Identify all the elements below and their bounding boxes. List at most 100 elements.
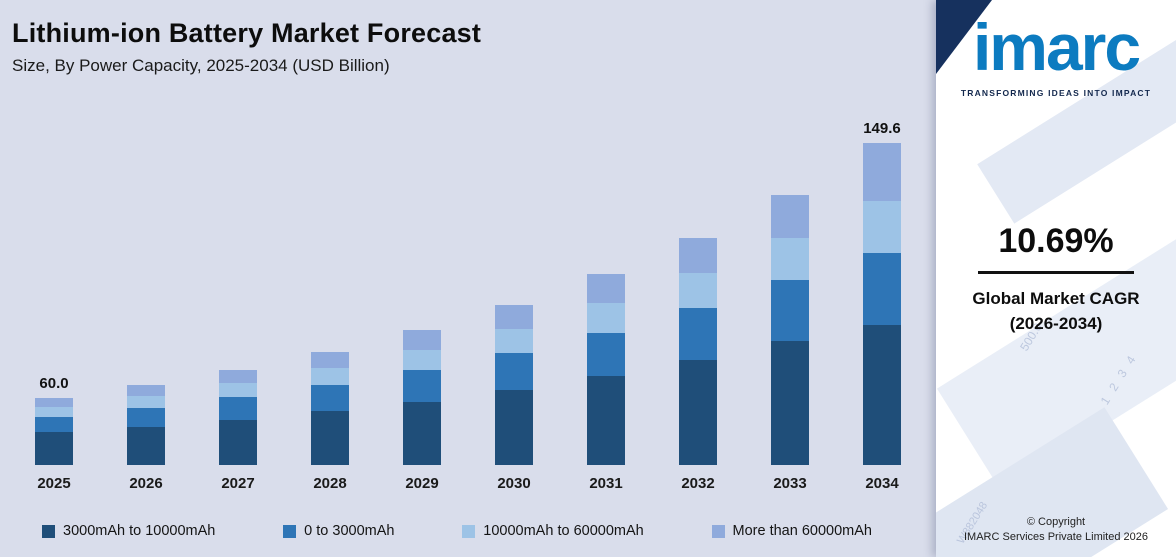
bar-segment <box>587 332 625 377</box>
bar-segment <box>771 194 809 239</box>
bar-segment <box>403 349 441 371</box>
bar-segment <box>679 273 717 309</box>
bar-column: 2026 <box>100 100 192 495</box>
bar-column: 2028 <box>284 100 376 495</box>
bar-segment <box>863 201 901 253</box>
bar-value-label: 60.0 <box>39 375 69 392</box>
background-watermark-text: 1 2 3 4 <box>1097 350 1141 408</box>
cagr-label-line2: (2026-2034) <box>1009 314 1103 333</box>
page-title: Lithium-ion Battery Market Forecast <box>12 18 482 48</box>
bar-segment <box>771 279 809 341</box>
bar-segment <box>863 325 901 465</box>
bar-segment <box>403 401 441 465</box>
legend-item: 10000mAh to 60000mAh <box>462 523 644 539</box>
bar-segment <box>679 359 717 465</box>
x-axis-label: 2030 <box>497 475 531 492</box>
bar-segment <box>219 419 257 465</box>
bar-segment <box>863 142 901 201</box>
bar-column: 2032 <box>652 100 744 495</box>
bar-segment <box>495 304 533 329</box>
bar-column: 149.6 2034 <box>836 100 928 495</box>
x-axis-label: 2029 <box>405 475 439 492</box>
copyright-line1: © Copyright <box>1026 516 1086 528</box>
stacked-bar <box>219 370 257 465</box>
legend-label: 3000mAh to 10000mAh <box>63 523 216 539</box>
x-axis-label: 2033 <box>773 475 807 492</box>
chart-header: Lithium-ion Battery Market Forecast Size… <box>0 0 936 76</box>
x-axis-label: 2026 <box>129 475 163 492</box>
copyright-notice: © Copyright IMARC Services Private Limit… <box>936 515 1176 545</box>
bar-segment <box>35 398 73 407</box>
stacked-bar <box>35 398 73 465</box>
bar-segment <box>311 385 349 412</box>
x-axis-label: 2027 <box>221 475 255 492</box>
bar-segment <box>127 426 165 465</box>
copyright-line2: IMARC Services Private Limited 2026 <box>963 531 1148 543</box>
bar-column: 2027 <box>192 100 284 495</box>
bar-segment <box>403 370 441 402</box>
bar-column: 60.0 2025 <box>8 100 100 495</box>
bar-segment <box>35 432 73 465</box>
cagr-value: 10.69% <box>998 222 1114 260</box>
bar-segment <box>219 383 257 398</box>
bar-segment <box>219 370 257 384</box>
imarc-tagline: TRANSFORMING IDEAS INTO IMPACT <box>960 88 1152 98</box>
x-axis-label: 2034 <box>865 475 899 492</box>
stacked-bar <box>495 304 533 465</box>
chart-panel: Lithium-ion Battery Market Forecast Size… <box>0 0 936 539</box>
bar-column: 2033 <box>744 100 836 495</box>
legend-label: More than 60000mAh <box>732 523 872 539</box>
legend: 3000mAh to 10000mAh 0 to 3000mAh 10000mAh … <box>42 523 872 539</box>
bar-segment <box>311 351 349 368</box>
legend-item: 0 to 3000mAh <box>283 523 394 539</box>
plot-area: 60.0 2025 2026 2027 2028 2029 2030 2031 2032 2033… <box>8 100 928 495</box>
bar-segment <box>679 237 717 274</box>
stacked-bar <box>311 351 349 465</box>
page-subtitle: Size, By Power Capacity, 2025-2034 (USD … <box>12 56 390 75</box>
bar-segment <box>495 328 533 354</box>
bar-segment <box>863 252 901 326</box>
cagr-block: 10.69% Global Market CAGR (2026-2034) <box>936 222 1176 336</box>
legend-label: 0 to 3000mAh <box>304 523 395 539</box>
x-axis-label: 2031 <box>589 475 623 492</box>
bar-segment <box>127 396 165 408</box>
bar-segment <box>403 330 441 350</box>
cagr-underline <box>978 271 1134 274</box>
bar-segment <box>495 389 533 465</box>
stacked-bar <box>403 330 441 465</box>
stacked-bar <box>679 237 717 465</box>
legend-label: 10000mAh to 60000mAh <box>483 523 644 539</box>
stacked-bar <box>587 274 625 465</box>
bar-segment <box>311 368 349 386</box>
bar-segment <box>771 238 809 280</box>
imarc-logo-text: imarc <box>972 10 1141 84</box>
stacked-bar <box>771 194 809 466</box>
x-axis-label: 2025 <box>37 475 71 492</box>
bar-segment <box>35 416 73 433</box>
legend-swatch <box>42 524 55 538</box>
legend-swatch <box>711 524 725 538</box>
bar-segment <box>587 376 625 465</box>
bar-column: 2030 <box>468 100 560 495</box>
legend-swatch <box>462 524 476 538</box>
bar-segment <box>495 353 533 390</box>
x-axis-label: 2028 <box>313 475 347 492</box>
bar-segment <box>127 385 165 396</box>
bar-value-label: 149.6 <box>863 119 901 137</box>
bar-segment <box>219 397 257 420</box>
legend-item: 3000mAh to 10000mAh <box>42 523 215 539</box>
x-axis-label: 2032 <box>681 475 715 492</box>
bar-column: 2029 <box>376 100 468 495</box>
imarc-logo: imarc TRANSFORMING IDEAS INTO IMPACT <box>936 0 1176 98</box>
cagr-label-line1: Global Market CAGR <box>972 289 1140 308</box>
bar-segment <box>127 408 165 427</box>
bar-segment <box>679 308 717 360</box>
brand-panel: 500.0 1 2 3 4 W882048 imarc TRANSFORMING… <box>936 0 1176 557</box>
legend-swatch <box>283 524 297 538</box>
bar-segment <box>771 340 809 465</box>
bar-segment <box>311 411 349 465</box>
legend-item: More than 60000mAh <box>711 523 872 539</box>
bar-segment <box>35 406 73 417</box>
bar-column: 2031 <box>560 100 652 495</box>
bar-segment <box>587 274 625 304</box>
